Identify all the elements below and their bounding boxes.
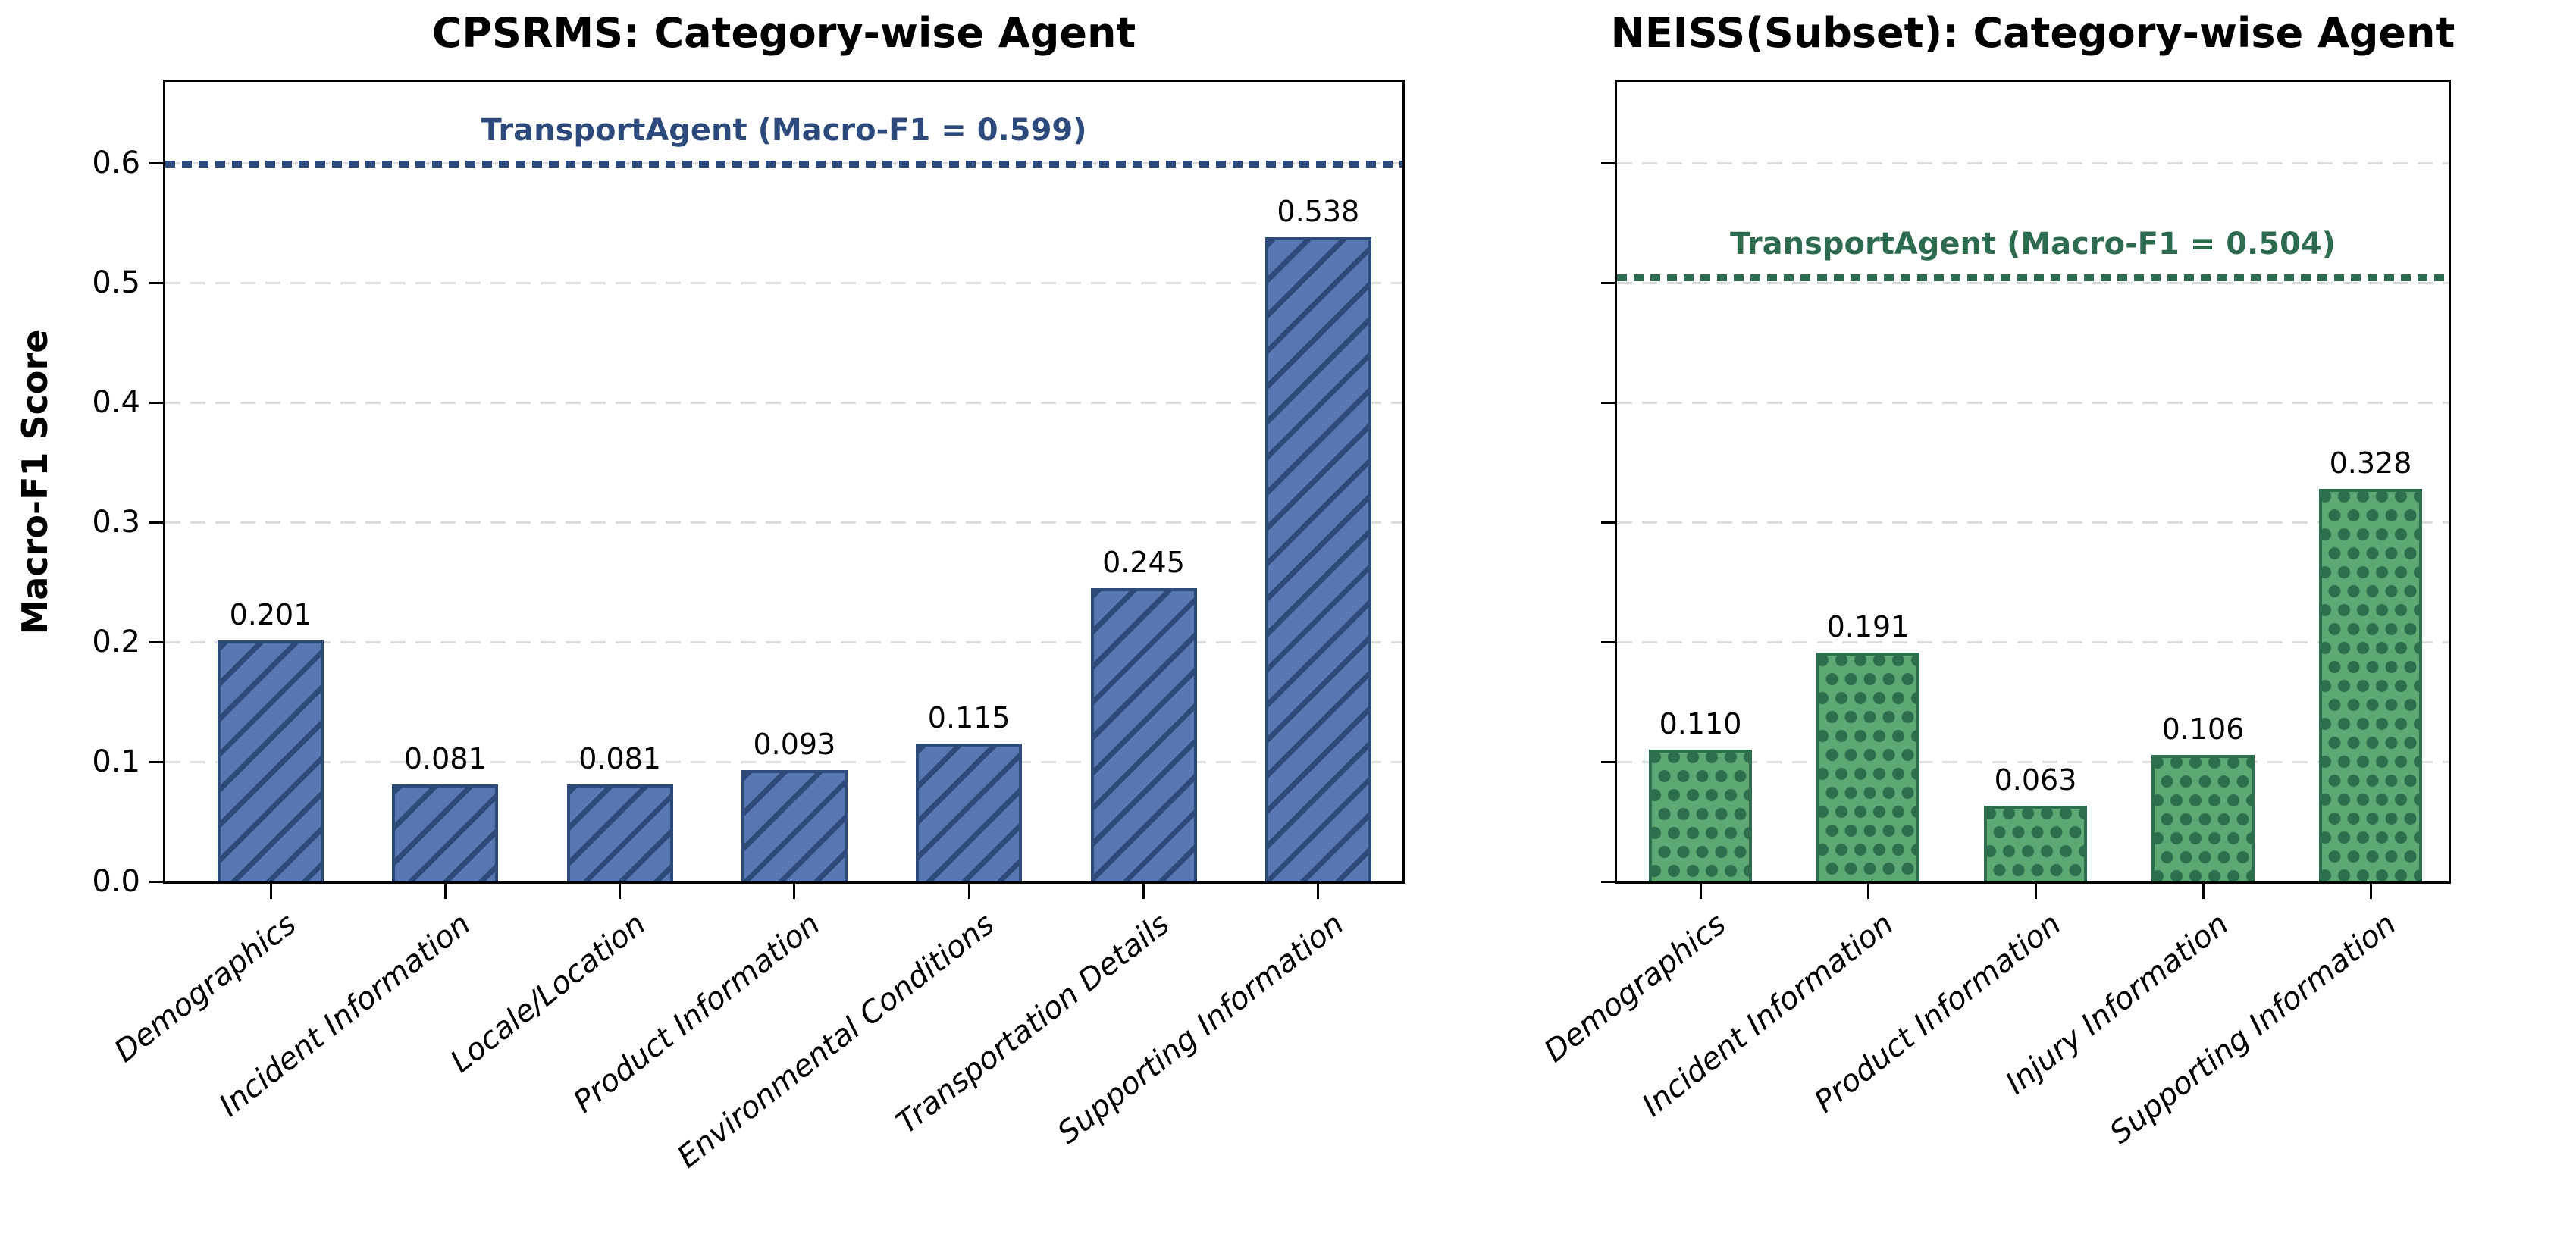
plot-area-left: 0.201 0.081 0.081 0.093 0.115 0.245 0.538 Trans…: [163, 80, 1405, 884]
gridline: [1617, 281, 2449, 284]
bar-value-label: 0.201: [229, 598, 312, 632]
bar: [392, 784, 499, 881]
gridline: [1617, 401, 2449, 404]
y-tick: [149, 161, 163, 164]
gridline: [1617, 161, 2449, 164]
bar: [2151, 754, 2255, 881]
x-tick: [1866, 884, 1869, 899]
reference-line: [1617, 274, 2449, 282]
gridline: [165, 401, 1402, 404]
reference-line: [165, 161, 1402, 168]
bar: [218, 640, 324, 881]
y-tick-label: 0.6: [92, 146, 140, 180]
x-tick-label: Locale/Location: [443, 907, 652, 1080]
x-tick-label: Incident Information: [213, 907, 478, 1124]
bar-value-label: 0.106: [2161, 712, 2245, 746]
y-tick-label: 0.2: [92, 625, 140, 659]
x-tick: [619, 884, 622, 899]
bar: [1649, 750, 1752, 881]
gridline: [165, 281, 1402, 284]
bar-value-label: 0.328: [2329, 446, 2412, 480]
chart-title-left: CPSRMS: Category-wise Agent: [431, 9, 1136, 57]
y-tick: [1601, 640, 1615, 643]
x-tick: [967, 884, 970, 899]
y-tick-label: 0.3: [92, 505, 140, 540]
y-tick: [149, 760, 163, 763]
bar: [566, 784, 673, 881]
bar-value-label: 0.093: [753, 728, 836, 762]
gridline: [1617, 760, 2449, 763]
y-tick: [149, 521, 163, 524]
plot-area-right: 0.110 0.191 0.063 0.106 0.328 TransportAgent …: [1615, 80, 2451, 884]
reference-label: TransportAgent (Macro-F1 = 0.504): [1729, 226, 2336, 261]
x-tick: [2369, 884, 2372, 899]
bar: [1264, 236, 1371, 881]
x-tick-label: Transportation Details: [889, 907, 1176, 1141]
y-tick: [1601, 161, 1615, 164]
bar-value-label: 0.081: [403, 742, 487, 776]
gridline: [1617, 640, 2449, 643]
bar-value-label: 0.063: [1994, 763, 2077, 797]
x-tick: [269, 884, 272, 899]
y-tick: [149, 281, 163, 284]
x-tick-label: Environmental Conditions: [671, 907, 1001, 1176]
bar: [2319, 488, 2422, 881]
y-tick: [1601, 521, 1615, 524]
y-tick: [149, 880, 163, 883]
bar: [741, 770, 848, 881]
x-tick-label: Supporting Information: [1051, 907, 1351, 1151]
x-tick: [1142, 884, 1145, 899]
x-tick: [2202, 884, 2205, 899]
bar: [1090, 587, 1197, 881]
bar: [916, 744, 1023, 881]
bar-value-label: 0.245: [1102, 545, 1185, 579]
gridline: [165, 521, 1402, 524]
y-tick-label: 0.4: [92, 385, 140, 420]
y-tick: [1601, 281, 1615, 284]
gridline: [165, 760, 1402, 763]
x-tick-label: Product Information: [566, 907, 827, 1120]
gridline: [165, 640, 1402, 643]
reference-label: TransportAgent (Macro-F1 = 0.599): [481, 112, 1087, 148]
y-tick: [149, 640, 163, 643]
bar-value-label: 0.538: [1277, 194, 1360, 228]
bar-value-label: 0.081: [578, 742, 661, 776]
x-tick: [443, 884, 447, 899]
x-tick: [2034, 884, 2037, 899]
x-tick: [793, 884, 796, 899]
y-tick-label: 0.1: [92, 744, 140, 779]
gridline: [1617, 521, 2449, 524]
bar-value-label: 0.191: [1826, 610, 1910, 644]
y-tick-label: 0.5: [92, 265, 140, 300]
bar: [1984, 806, 2087, 881]
chart-title-right: NEISS(Subset): Category-wise Agent: [1610, 9, 2455, 57]
y-tick: [149, 401, 163, 404]
y-tick: [1601, 880, 1615, 883]
bar-value-label: 0.110: [1659, 707, 1742, 741]
y-tick-label: 0.0: [92, 864, 140, 899]
y-axis-label: Macro-F1 Score: [14, 329, 55, 635]
y-tick: [1601, 760, 1615, 763]
bar: [1816, 653, 1919, 881]
x-tick: [1317, 884, 1320, 899]
y-tick: [1601, 401, 1615, 404]
x-tick: [1699, 884, 1702, 899]
bar-value-label: 0.115: [927, 701, 1011, 735]
